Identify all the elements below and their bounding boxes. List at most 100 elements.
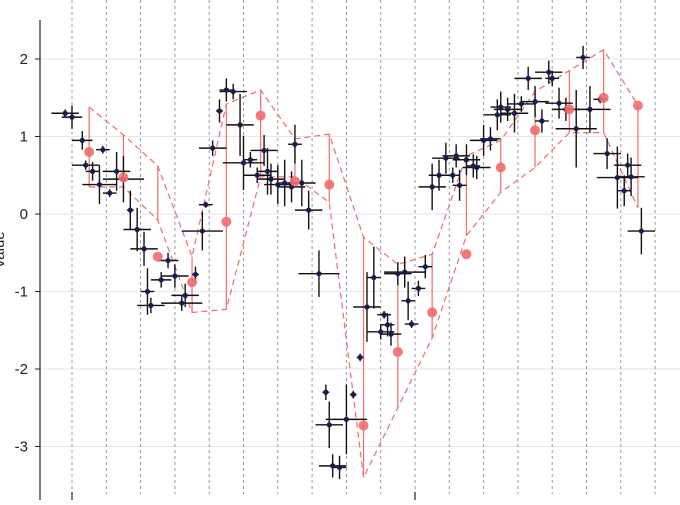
y-tick-label: 2 [20,51,28,68]
data-point [573,126,579,132]
data-point [614,174,620,181]
data-point [107,190,113,196]
data-point [268,176,274,182]
data-point [580,54,586,61]
data-point [326,422,332,428]
data-point [172,273,178,279]
y-axis-label: Value [0,231,8,268]
data-point [100,147,106,153]
bin-mean-point [598,92,609,103]
upper-band-line [88,48,639,266]
data-point [83,162,89,168]
data-point [144,288,151,295]
bin-mean-point [564,104,575,115]
data-point [165,257,171,264]
bin-mean-point [289,176,300,187]
data-point [316,271,322,277]
data-point [453,153,459,159]
data-point [381,312,387,318]
data-point [436,172,442,178]
y-tick-label: -2 [15,361,28,378]
data-point [498,104,504,110]
data-point [487,136,494,142]
data-point [511,110,518,116]
point-layer [62,54,644,471]
data-point [494,112,500,118]
data-point [264,168,271,174]
data-point [240,160,247,166]
data-point [408,321,415,327]
data-point [158,277,164,283]
data-point [282,180,288,186]
data-point [148,302,154,309]
axis-layer: -3 -2 -1 0 1 2 [15,20,416,500]
lower-band-line [89,132,639,480]
data-point [203,202,209,208]
data-point [306,207,312,213]
data-point [343,416,349,422]
bin-mean-point [84,147,95,157]
bin-mean-point [461,249,472,260]
bin-mean-point [187,277,198,288]
data-point [323,389,329,395]
bin-mean-point [358,420,369,431]
data-point [299,180,305,186]
data-point [134,226,140,233]
bin-mean-point [427,307,438,318]
y-tick-label: 0 [20,206,28,223]
data-point [292,141,298,147]
bin-mean-point [152,251,163,262]
data-point [247,157,253,163]
data-point [210,145,216,151]
data-point [89,168,96,174]
data-point [628,174,634,180]
data-point [364,304,370,310]
confidence-band-layer [88,48,639,480]
data-point [216,108,223,114]
data-point [450,172,456,178]
data-point [237,122,243,128]
data-point [261,147,267,154]
data-point [587,106,593,112]
bin-mean-point [221,216,232,227]
data-point [141,246,147,252]
data-point [429,184,435,190]
data-point [525,75,531,81]
data-point [556,100,562,106]
data-point [388,331,394,337]
y-tick-label: -1 [15,284,28,301]
data-point [604,150,610,157]
data-point [415,285,422,291]
data-point [357,354,363,360]
data-point [549,75,555,81]
y-tick-label: -3 [15,439,28,456]
bin-mean-point [495,162,506,173]
grid-layer [40,58,680,447]
data-point [384,322,391,328]
data-point [474,164,480,171]
data-point [481,137,487,143]
bin-mean-point [530,125,541,136]
y-tick-label: 1 [20,129,28,146]
data-point [371,274,377,281]
data-point [532,99,538,105]
bin-mean-point [392,346,403,357]
data-point [62,110,68,116]
data-point [96,181,103,188]
bin-mean-point [632,100,643,111]
data-point [254,172,260,178]
data-point [182,292,188,298]
bin-mean-point [324,179,335,190]
data-point [192,271,199,278]
bin-mean-point [255,110,266,121]
data-point [638,228,644,234]
data-point [539,118,545,124]
bin-mean-point [118,172,129,183]
data-point [350,391,356,398]
data-point [69,114,75,120]
data-point [456,182,463,188]
bin-mean-layer [84,92,643,431]
data-point [505,106,511,112]
